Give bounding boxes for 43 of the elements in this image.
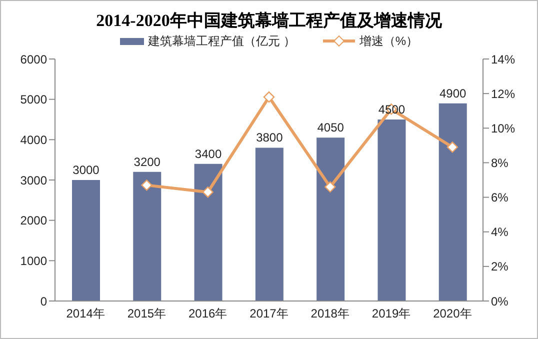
bar: [316, 138, 345, 301]
y2-tick-label: 12%: [491, 86, 516, 101]
y2-tick-label: 8%: [491, 156, 509, 170]
x-tick-label: 2018年: [310, 306, 350, 321]
y-tick-label: 2000: [20, 214, 48, 228]
data-label: 3800: [256, 130, 284, 145]
y2-tick-label: 0%: [491, 294, 509, 308]
data-label: 3000: [72, 163, 100, 177]
y-tick-label: 6000: [20, 52, 48, 66]
x-tick-label: 2014年: [66, 306, 105, 321]
legend-label: 建筑幕墙工程产值（亿元 ）: [148, 32, 296, 50]
data-label: 3200: [134, 154, 161, 169]
chart-title: 2014-2020年中国建筑幕墙工程产值及增速情况: [95, 10, 443, 31]
bar: [72, 180, 100, 301]
point: [324, 181, 336, 193]
data-label: 4050: [317, 120, 344, 135]
y2-tick-label: 2%: [491, 260, 509, 274]
x-tick-label: 2017年: [250, 306, 288, 321]
y-tick-label: 4000: [20, 132, 48, 147]
y2-tick-label: 4%: [491, 225, 509, 240]
x-tick-label: 2020年: [433, 306, 472, 321]
bar: [194, 164, 222, 301]
y-tick-label: 5000: [20, 92, 48, 107]
legend-label: 增速（%）: [359, 32, 418, 50]
bar: [438, 103, 467, 301]
x-tick-label: 2016年: [188, 306, 228, 321]
y2-tick-label: 10%: [491, 121, 516, 136]
x-tick-label: 2015年: [127, 306, 166, 321]
x-tick-label: 2019年: [372, 306, 411, 321]
point: [202, 186, 214, 198]
y-tick-label: 0: [40, 294, 48, 308]
bar: [378, 120, 406, 301]
y2-tick-label: 6%: [491, 190, 509, 205]
data-label: 4900: [440, 86, 467, 100]
point: [446, 142, 458, 153]
point: [263, 91, 275, 103]
y2-tick-label: 14%: [491, 52, 516, 66]
point: [141, 180, 152, 191]
bar: [255, 148, 284, 301]
y-tick-label: 3000: [20, 173, 48, 188]
data-label: 3400: [194, 146, 222, 161]
y-tick-label: 1000: [20, 254, 48, 268]
bar: [133, 172, 162, 301]
